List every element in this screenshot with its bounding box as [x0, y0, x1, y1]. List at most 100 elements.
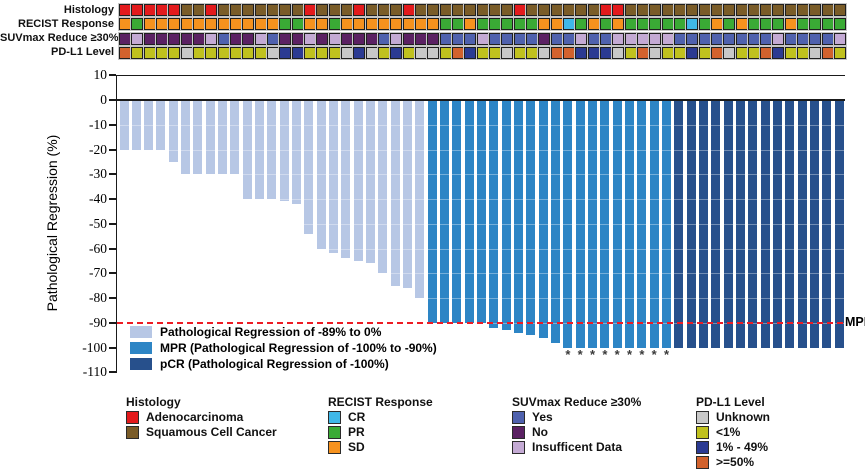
track-cell — [698, 4, 711, 16]
track-cell — [340, 18, 353, 31]
mpr-asterisk: * — [577, 347, 583, 362]
waterfall-bar — [341, 100, 351, 259]
waterfall-bar — [415, 100, 425, 298]
waterfall-bar — [390, 100, 400, 286]
legend-swatch — [696, 426, 709, 439]
legend-title: SUVmax Reduce ≥30% — [512, 395, 642, 409]
track-cell — [451, 4, 464, 16]
track-cell — [242, 18, 255, 31]
track-cell — [217, 46, 230, 59]
track-cell — [316, 18, 329, 31]
track-cell — [587, 18, 600, 31]
track-cell — [143, 32, 156, 45]
mpr-asterisk: * — [639, 347, 645, 362]
y-axis-title: Pathological Regression (%) — [44, 134, 60, 312]
waterfall-bar — [674, 100, 684, 348]
y-tick-mark — [109, 173, 116, 176]
legend-swatch — [512, 426, 525, 439]
track-cell — [747, 18, 760, 31]
waterfall-bar — [772, 100, 782, 348]
track-cell — [205, 4, 218, 16]
y-tick-mark — [109, 247, 116, 250]
track-cell — [119, 4, 131, 16]
track-cell — [168, 4, 181, 16]
track-cell — [649, 4, 662, 16]
y-tick-label: -100 — [82, 339, 107, 355]
track-cell — [550, 18, 563, 31]
track-cell — [365, 46, 378, 59]
track-cell — [476, 32, 489, 45]
track-cell — [291, 18, 304, 31]
waterfall-bar — [501, 100, 511, 331]
track-cell — [797, 32, 810, 45]
track-cell — [747, 32, 760, 45]
track-cell — [834, 46, 847, 59]
track-cell — [205, 46, 218, 59]
track-cell — [377, 4, 390, 16]
y-tick-label: -30 — [89, 166, 107, 182]
track-cell — [686, 46, 699, 59]
track-cell — [143, 18, 156, 31]
track-cell — [217, 18, 230, 31]
waterfall-bar — [477, 100, 487, 323]
y-tick-mark — [109, 321, 116, 324]
waterfall-bar — [156, 100, 166, 150]
track-cell — [464, 46, 477, 59]
track-cell — [180, 4, 193, 16]
track-cell — [513, 18, 526, 31]
track-cell — [612, 4, 625, 16]
track-cell — [180, 18, 193, 31]
track-cell — [131, 4, 144, 16]
track-cell — [131, 18, 144, 31]
track-cell — [760, 32, 773, 45]
track-cell — [254, 4, 267, 16]
bar-legend-label: pCR (Pathological Regression of -100%) — [160, 357, 389, 371]
track-cell — [747, 46, 760, 59]
track-cell — [476, 18, 489, 31]
track-cell — [809, 32, 822, 45]
y-tick-mark — [109, 222, 116, 225]
waterfall-bar — [267, 100, 277, 199]
track-cell — [698, 46, 711, 59]
track-cell — [636, 4, 649, 16]
track-cell — [673, 32, 686, 45]
track-cell — [328, 32, 341, 45]
track-label-histology: Histology — [63, 3, 114, 16]
legend-label: Unknown — [716, 410, 770, 424]
track-cell — [735, 4, 748, 16]
track-cell — [636, 32, 649, 45]
waterfall-bar — [440, 100, 450, 323]
track-cell — [760, 18, 773, 31]
track-cell — [464, 18, 477, 31]
track-cell — [488, 32, 501, 45]
track-cell — [797, 4, 810, 16]
track-cell — [316, 46, 329, 59]
legend-label: >=50% — [716, 455, 755, 469]
y-tick-label: -70 — [89, 265, 107, 281]
track-cell — [624, 4, 637, 16]
track-cell — [155, 18, 168, 31]
track-cell — [168, 46, 181, 59]
track-cell — [266, 18, 279, 31]
track-cell — [612, 32, 625, 45]
track-cell — [710, 32, 723, 45]
track-cell — [192, 18, 205, 31]
track-cell — [402, 18, 415, 31]
track-cell — [291, 4, 304, 16]
legend-label: No — [532, 425, 548, 439]
track-cell — [205, 18, 218, 31]
track-cell — [229, 32, 242, 45]
legend-label: <1% — [716, 425, 741, 439]
track-cell — [279, 32, 292, 45]
waterfall-bar — [292, 100, 302, 204]
gridline — [117, 124, 845, 126]
waterfall-bar — [736, 100, 745, 348]
legend-swatch — [696, 411, 709, 424]
track-cell — [636, 18, 649, 31]
mpr-asterisk: * — [663, 347, 670, 362]
y-tick-label: -110 — [82, 364, 107, 380]
track-cell — [834, 32, 847, 45]
track-cell — [599, 46, 612, 59]
track-cell — [809, 4, 822, 16]
track-cell — [340, 32, 353, 45]
